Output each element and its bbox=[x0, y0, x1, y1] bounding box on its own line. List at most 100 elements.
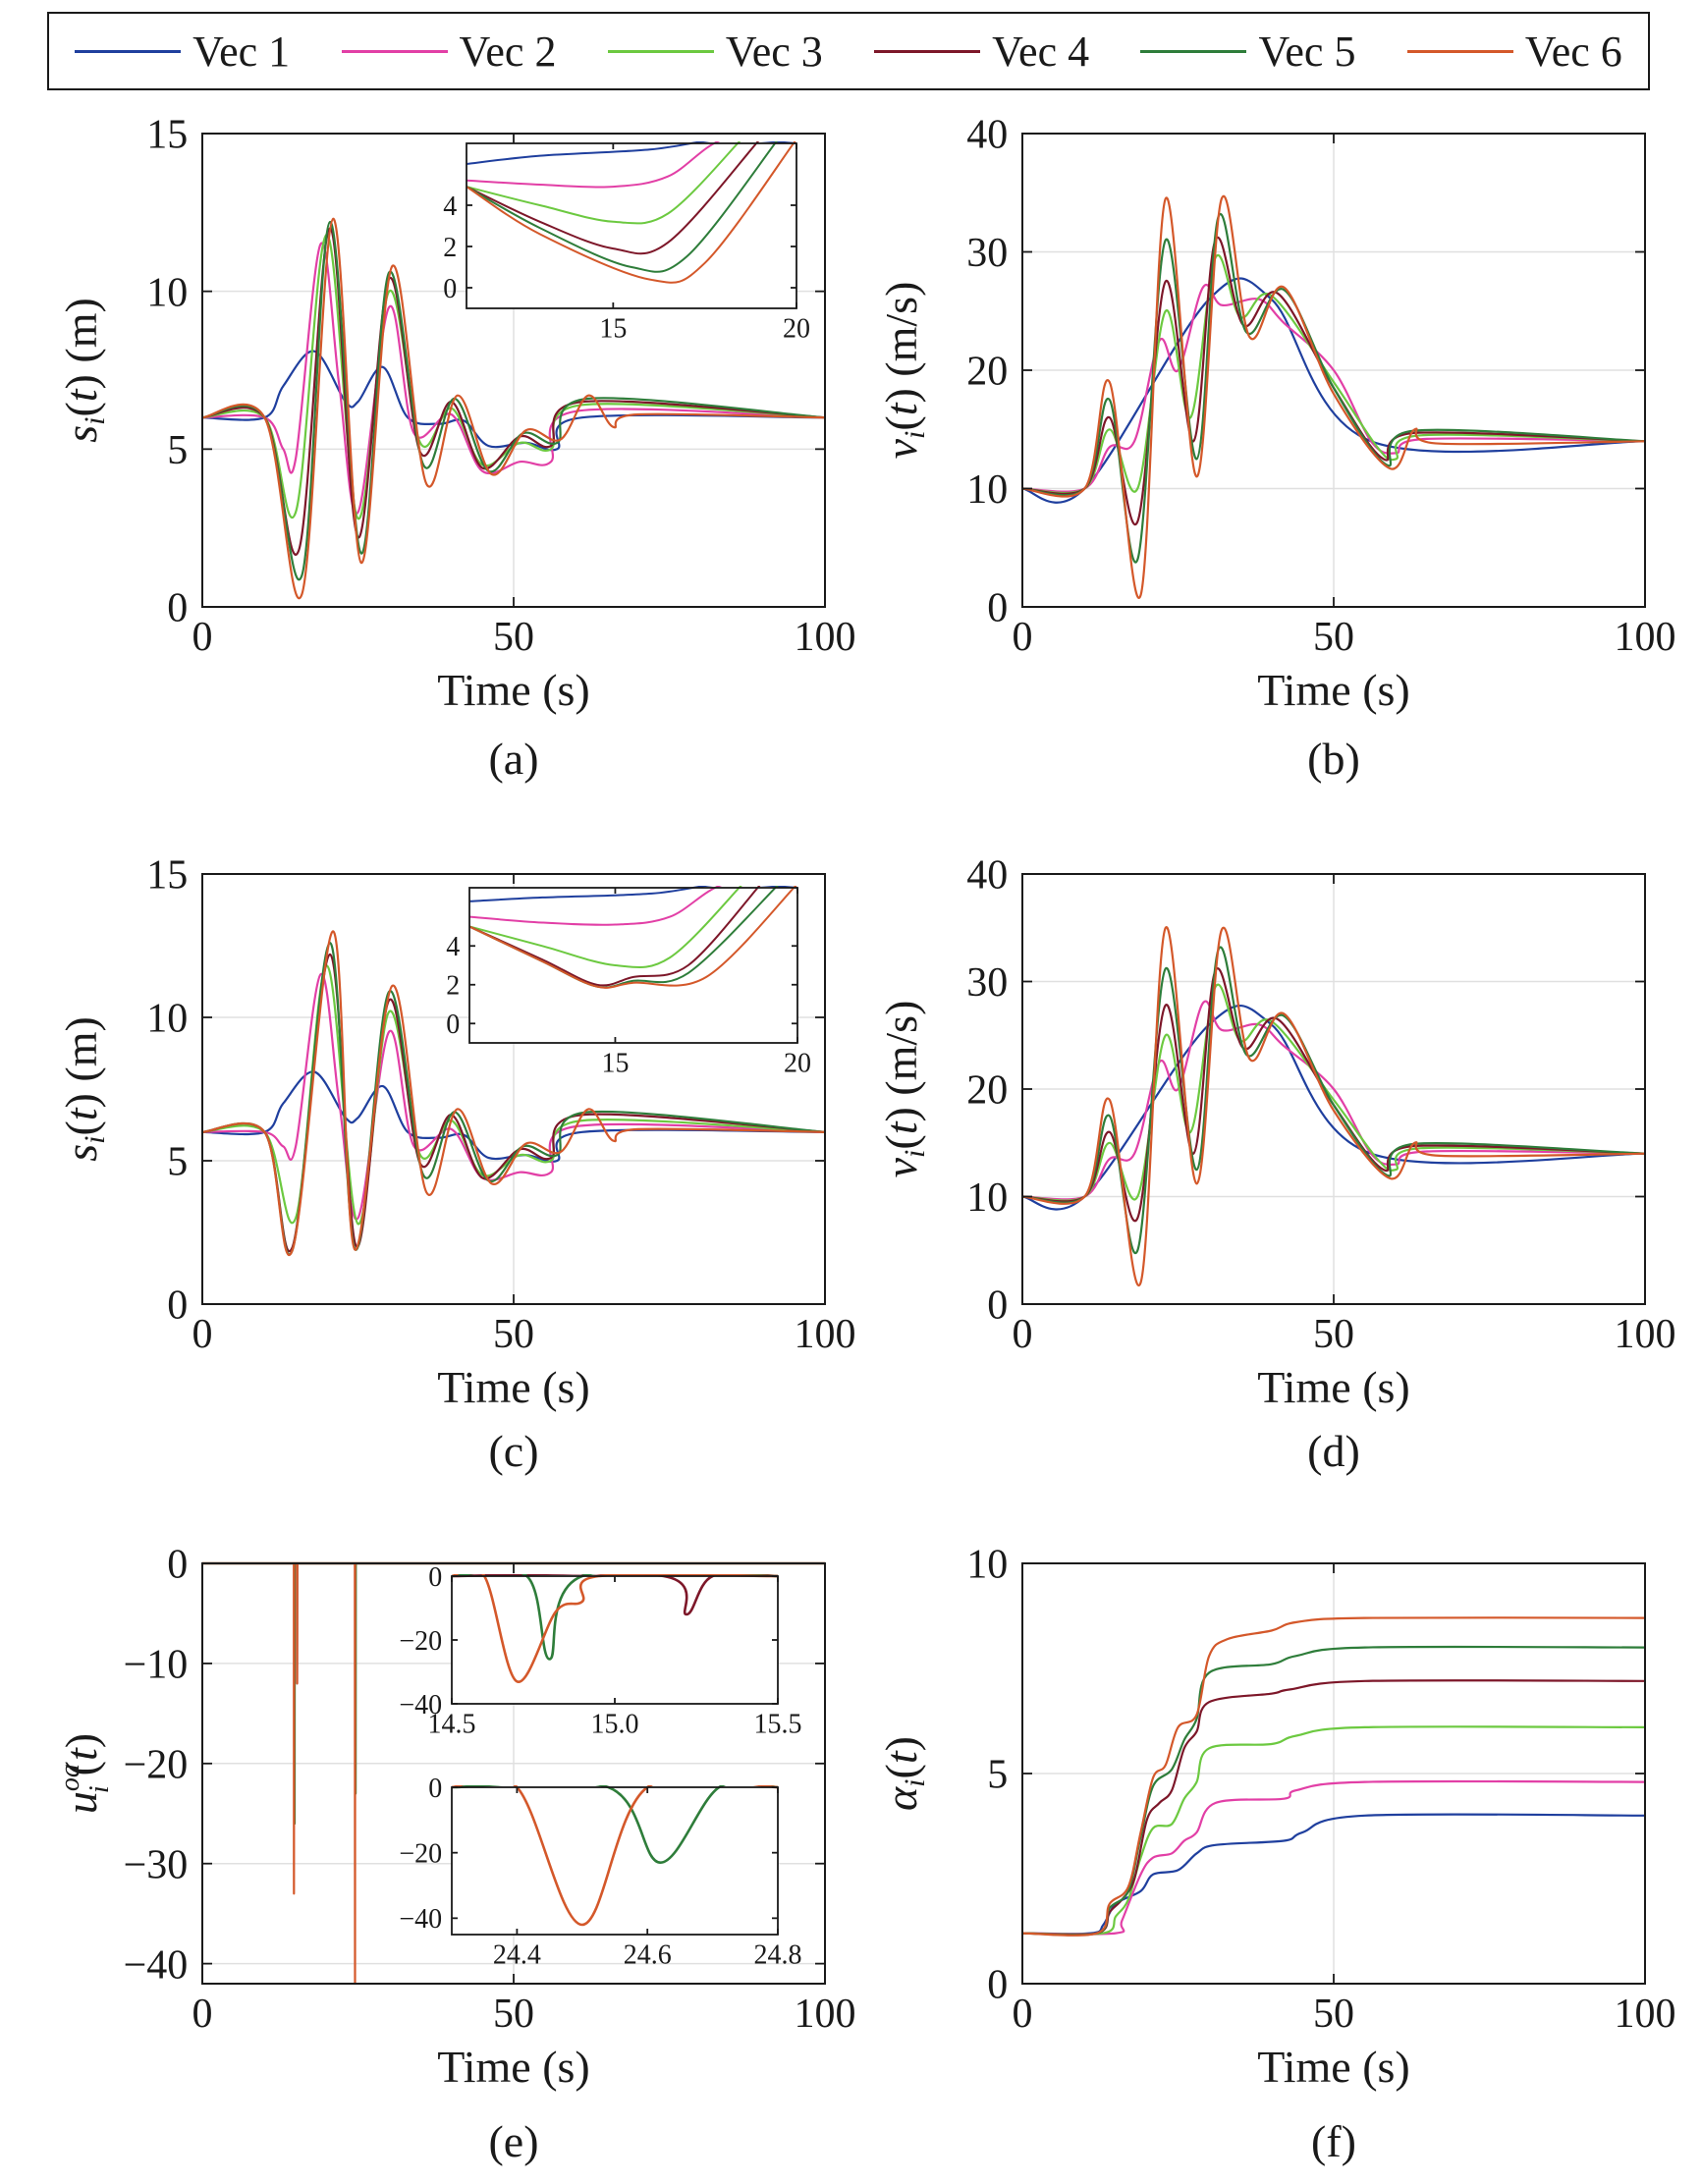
x-axis-label: Time (s) bbox=[437, 665, 590, 715]
plot-area bbox=[469, 888, 797, 1043]
plot-area bbox=[466, 143, 796, 308]
series-line-vec-5 bbox=[1022, 1645, 1645, 1937]
plot-area bbox=[452, 1576, 778, 1704]
series-line-vec-2 bbox=[469, 886, 723, 926]
x-axis-label: Time (s) bbox=[437, 2042, 590, 2092]
y-tick-label: 40 bbox=[966, 853, 1008, 899]
legend-item-vec-2: Vec 2 bbox=[341, 27, 557, 77]
y-tick-label: −20 bbox=[399, 1626, 442, 1657]
x-tick-label: 15 bbox=[599, 313, 627, 344]
x-tick-label: 14.5 bbox=[428, 1709, 476, 1739]
x-tick-label: 100 bbox=[1615, 615, 1676, 660]
y-tick-label: 0 bbox=[167, 1543, 188, 1588]
plot-area bbox=[452, 1787, 778, 1935]
series-line-vec-1 bbox=[202, 1070, 825, 1163]
y-tick-label: 0 bbox=[987, 1963, 1008, 2008]
y-tick-label: 5 bbox=[167, 428, 188, 473]
series-line-vec-5 bbox=[452, 1574, 778, 1661]
series-group bbox=[202, 217, 825, 600]
y-tick-label: 0 bbox=[428, 1774, 442, 1804]
x-tick-label: 50 bbox=[1313, 1992, 1354, 2037]
y-tick-label: −20 bbox=[399, 1838, 442, 1869]
series-group bbox=[452, 1574, 778, 1683]
y-tick-label: 10 bbox=[146, 997, 188, 1042]
series-line-vec-4 bbox=[202, 227, 825, 556]
panel-f: 0 50 100 0 5 10 bbox=[966, 1543, 1675, 2037]
y-axis-label: vi(t) (m/s) bbox=[876, 1001, 931, 1178]
x-axis-label: Time (s) bbox=[1257, 1362, 1410, 1412]
series-line-vec-6 bbox=[469, 886, 797, 989]
x-tick-label: 50 bbox=[1313, 1312, 1354, 1357]
x-tick-label: 15.0 bbox=[591, 1709, 639, 1739]
legend-item-vec-3: Vec 3 bbox=[607, 27, 823, 77]
x-tick-label: 100 bbox=[795, 1312, 856, 1357]
x-tick-label: 0 bbox=[1013, 1312, 1033, 1357]
y-tick-label: 0 bbox=[987, 1283, 1008, 1329]
inset-e-2: 24.4 24.6 24.8 −40 −20 0 bbox=[399, 1774, 801, 1971]
y-tick-label: 30 bbox=[966, 231, 1008, 276]
y-tick-label: 5 bbox=[987, 1753, 1008, 1798]
y-tick-label: −20 bbox=[124, 1743, 189, 1788]
x-axis-label: Time (s) bbox=[1257, 665, 1410, 715]
x-tick-label: 24.8 bbox=[754, 1939, 802, 1970]
legend-swatch bbox=[1140, 49, 1247, 53]
series-line-vec-1 bbox=[202, 350, 825, 452]
x-tick-label: 50 bbox=[493, 1992, 534, 2037]
series-line-vec-6 bbox=[466, 141, 796, 284]
x-tick-label: 0 bbox=[1013, 1992, 1033, 2037]
series-line-vec-4 bbox=[452, 1574, 778, 1616]
series-group bbox=[1022, 926, 1645, 1287]
y-tick-label: −40 bbox=[399, 1690, 442, 1720]
x-axis-label: Time (s) bbox=[1257, 2042, 1410, 2092]
legend-item-vec-5: Vec 5 bbox=[1140, 27, 1355, 77]
series-group bbox=[202, 930, 825, 1256]
y-tick-label: 2 bbox=[446, 971, 460, 1002]
x-tick-label: 0 bbox=[192, 1992, 213, 2037]
series-line-vec-2 bbox=[202, 973, 825, 1221]
y-tick-label: −40 bbox=[124, 1942, 189, 1988]
x-tick-label: 100 bbox=[1615, 1992, 1676, 2037]
legend-label: Vec 2 bbox=[459, 27, 557, 76]
axes-frame bbox=[466, 142, 797, 309]
legend-swatch bbox=[341, 49, 448, 53]
y-tick-label: 20 bbox=[966, 350, 1008, 395]
legend-item-vec-4: Vec 4 bbox=[874, 27, 1089, 77]
inset-e-1: 14.5 15.0 15.5 −40 −20 0 bbox=[399, 1562, 801, 1740]
x-tick-label: 15 bbox=[601, 1048, 629, 1078]
series-line-vec-3 bbox=[1022, 253, 1645, 495]
y-tick-label: 0 bbox=[167, 1283, 188, 1329]
series-line-vec-6 bbox=[202, 217, 825, 600]
panel-label: (f) bbox=[1311, 2116, 1356, 2166]
y-tick-label: 0 bbox=[987, 586, 1008, 631]
series-line-vec-6 bbox=[202, 1561, 825, 1986]
series-line-vec-6 bbox=[1022, 194, 1645, 599]
legend-swatch bbox=[607, 49, 714, 53]
legend-item-vec-1: Vec 1 bbox=[75, 27, 290, 77]
x-tick-label: 50 bbox=[493, 615, 534, 660]
series-line-vec-6 bbox=[1022, 1616, 1645, 1937]
y-tick-label: 0 bbox=[428, 1562, 442, 1593]
y-tick-label: 2 bbox=[443, 233, 457, 263]
axes-frame bbox=[468, 887, 798, 1044]
legend-label: Vec 1 bbox=[192, 27, 291, 76]
y-axis-label: vi(t) (m/s) bbox=[876, 282, 931, 460]
y-tick-label: 15 bbox=[146, 853, 188, 899]
series-line-vec-6 bbox=[452, 1785, 778, 1927]
legend-label: Vec 6 bbox=[1524, 27, 1622, 76]
series-line-vec-6 bbox=[452, 1574, 778, 1683]
y-tick-label: 0 bbox=[167, 586, 188, 631]
inset-c: 15 20 0 2 4 bbox=[446, 886, 811, 1078]
x-tick-label: 50 bbox=[1313, 615, 1354, 660]
y-tick-label: 40 bbox=[966, 113, 1008, 158]
series-line-vec-2 bbox=[1022, 1779, 1645, 1936]
y-tick-label: 15 bbox=[146, 113, 188, 158]
series-group bbox=[1022, 1616, 1645, 1937]
legend-swatch bbox=[874, 49, 981, 53]
x-tick-label: 15.5 bbox=[754, 1709, 802, 1739]
panel-d: 0 50 100 0 10 20 30 40 bbox=[966, 853, 1675, 1357]
series-line-vec-3 bbox=[202, 233, 825, 520]
legend-item-vec-6: Vec 6 bbox=[1406, 27, 1622, 77]
series-line-vec-5 bbox=[466, 141, 778, 273]
x-tick-label: 0 bbox=[192, 615, 213, 660]
series-line-vec-2 bbox=[1022, 1000, 1645, 1201]
